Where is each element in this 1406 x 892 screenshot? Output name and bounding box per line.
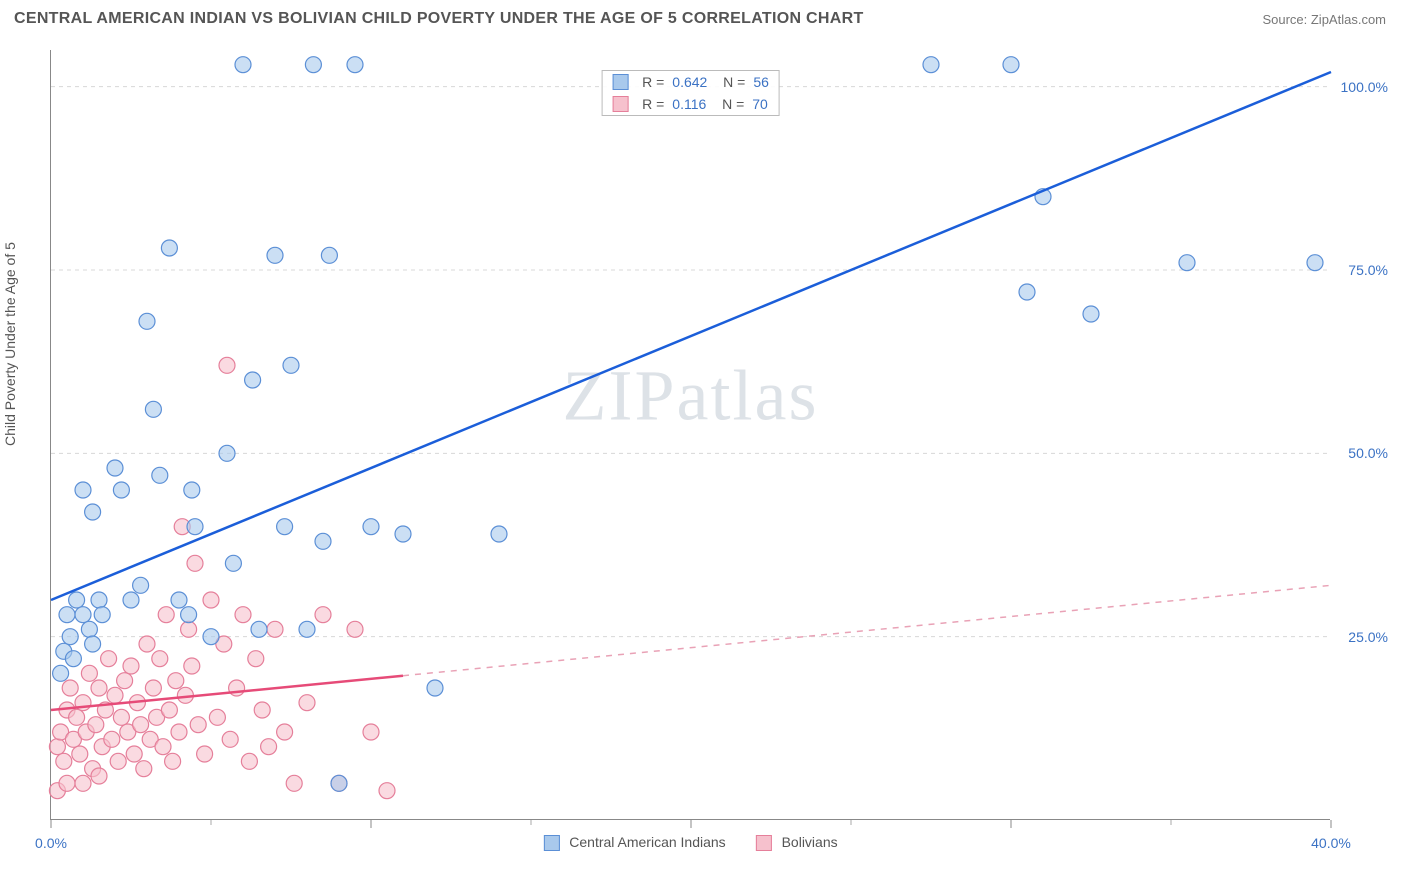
chart-header: CENTRAL AMERICAN INDIAN VS BOLIVIAN CHIL… (0, 0, 1406, 36)
legend-swatch-bol-bottom (756, 835, 772, 851)
correlation-legend: R = 0.642 N = 56 R = 0.116 N = 70 (601, 70, 780, 116)
x-tick-label: 0.0% (35, 835, 67, 851)
y-axis-label: Child Poverty Under the Age of 5 (2, 242, 18, 446)
legend-row-cai: R = 0.642 N = 56 (602, 71, 779, 93)
chart-svg (51, 50, 1330, 819)
legend-item-cai: Central American Indians (543, 834, 725, 851)
x-tick-label: 40.0% (1311, 835, 1351, 851)
legend-swatch-cai (612, 74, 628, 90)
chart-title: CENTRAL AMERICAN INDIAN VS BOLIVIAN CHIL… (14, 10, 864, 28)
legend-n-value-cai: 56 (753, 74, 769, 90)
legend-item-bol: Bolivians (756, 834, 838, 851)
legend-r-label: R = (642, 74, 664, 90)
legend-r-value-cai: 0.642 (672, 74, 707, 90)
chart-source: Source: ZipAtlas.com (1262, 12, 1386, 27)
y-tick-label: 25.0% (1348, 629, 1388, 645)
legend-r-label: R = (642, 96, 664, 112)
legend-label-cai: Central American Indians (569, 834, 725, 850)
y-tick-label: 100.0% (1341, 79, 1388, 95)
chart-plot-area: ZIPatlas R = 0.642 N = 56 R = 0.116 N = … (50, 50, 1330, 820)
legend-n-value-bol: 70 (752, 96, 768, 112)
legend-n-label: N = (715, 74, 745, 90)
legend-n-label: N = (714, 96, 744, 112)
y-tick-label: 50.0% (1348, 445, 1388, 461)
legend-row-bol: R = 0.116 N = 70 (602, 93, 779, 115)
legend-label-bol: Bolivians (782, 834, 838, 850)
y-tick-label: 75.0% (1348, 262, 1388, 278)
series-legend: Central American Indians Bolivians (543, 834, 837, 851)
legend-r-value-bol: 0.116 (672, 96, 706, 112)
legend-swatch-bol (612, 96, 628, 112)
legend-swatch-cai-bottom (543, 835, 559, 851)
